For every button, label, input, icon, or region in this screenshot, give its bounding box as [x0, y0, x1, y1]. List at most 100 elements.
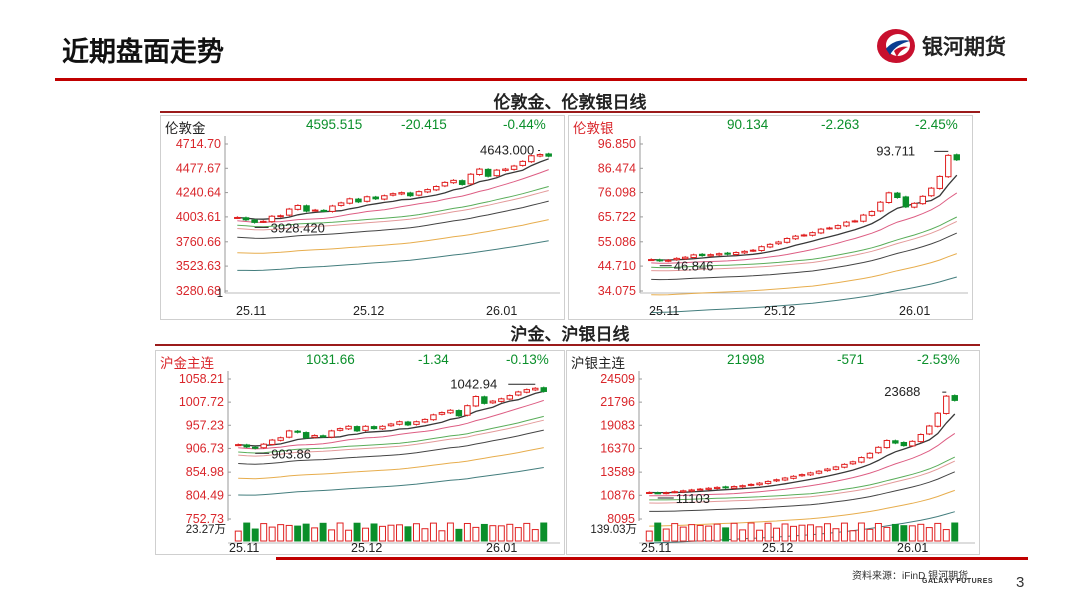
- ma-line: [238, 419, 544, 457]
- candle-body: [413, 421, 420, 425]
- candle-body: [841, 463, 848, 468]
- candle-body: [749, 249, 757, 252]
- volume-bar: [942, 529, 950, 542]
- candle-body: [800, 234, 808, 237]
- candle-body: [510, 165, 518, 170]
- chart-header: 沪银主连 21998 -571 -2.53%: [567, 351, 979, 371]
- volume-bar: [823, 523, 831, 542]
- ma-line: [651, 216, 958, 269]
- y-tick-label: 1058.21: [179, 372, 224, 386]
- candle-body: [722, 486, 729, 489]
- chart-shanghai-gold[interactable]: 沪金主连 1031.66 -1.34 -0.13% 1058.21 1007.72…: [155, 350, 565, 555]
- page-number: 3: [1016, 574, 1025, 591]
- candle-body: [817, 228, 825, 234]
- volume-bar: [679, 526, 687, 542]
- ma-line: [238, 415, 544, 454]
- y-tick-label: 10876: [600, 488, 635, 502]
- candle-body: [868, 211, 876, 216]
- candle-body: [472, 396, 480, 407]
- chart-london-silver[interactable]: 伦敦银 90.134 -2.263 -2.45% 96.850 86.474 76.…: [568, 115, 973, 320]
- y-tick-label: 3523.63: [176, 259, 221, 273]
- candle-body: [843, 221, 850, 227]
- galaxy-futures-text: GALAXY FUTURES: [922, 578, 994, 585]
- ma-line: [651, 232, 957, 281]
- ma-line: [651, 192, 958, 264]
- candle-body: [467, 173, 475, 185]
- page-title: 近期盘面走势: [62, 37, 224, 68]
- candle-body: [319, 435, 327, 438]
- section-rule-shanghai: [155, 344, 980, 346]
- ma-line: [237, 190, 549, 231]
- candle-body: [665, 259, 672, 262]
- candle-body: [379, 425, 386, 430]
- candle-body: [909, 440, 916, 447]
- volume-bar: [891, 523, 899, 542]
- y-tick-label: 86.474: [598, 161, 636, 175]
- candle-body: [540, 387, 547, 392]
- price-change: -1.34: [418, 352, 449, 367]
- volume-bar: [353, 522, 361, 542]
- candle-body: [498, 398, 505, 402]
- last-price: 4595.515: [306, 117, 363, 132]
- candle-body: [953, 154, 960, 161]
- candle-body: [798, 474, 806, 477]
- candle-body: [934, 412, 941, 427]
- volume-bar: [328, 529, 336, 542]
- volume-bar: [874, 522, 882, 542]
- candle-body: [302, 432, 310, 439]
- candle-body: [724, 252, 731, 255]
- candle-body: [877, 201, 884, 212]
- candle-body: [493, 169, 501, 177]
- volume-bar: [345, 529, 353, 542]
- candle-body: [528, 155, 535, 163]
- x-tick-label: 26.01: [486, 541, 517, 555]
- high-annotation: 23688: [884, 384, 920, 399]
- volume-bar: [747, 522, 755, 542]
- candle-body: [243, 444, 250, 448]
- chart-shanghai-silver[interactable]: 沪银主连 21998 -571 -2.53% 24509 21796 19083 16…: [566, 350, 980, 555]
- high-annotation: 1042.94: [450, 376, 497, 391]
- volume-label: 139.03万: [590, 524, 637, 536]
- y-tick-label: 96.850: [598, 137, 636, 151]
- candle-body: [372, 196, 379, 200]
- candle-body: [303, 205, 310, 212]
- volume-bar: [951, 522, 959, 542]
- volume-bar: [243, 522, 251, 542]
- ma-line: [649, 489, 955, 527]
- volume-bar: [832, 528, 840, 542]
- candle-body: [758, 246, 765, 251]
- candle-body: [407, 192, 414, 197]
- volume-bar: [781, 523, 789, 542]
- candle-body: [430, 414, 437, 421]
- y-tick-label: 19083: [600, 418, 635, 432]
- last-price: 21998: [727, 352, 765, 367]
- x-tick-label: 25.12: [762, 541, 793, 555]
- volume-bar: [790, 525, 797, 542]
- ma-line: [238, 467, 544, 496]
- volume-bar: [277, 524, 285, 542]
- low-annotation: 11103: [676, 491, 710, 506]
- chart-london-gold[interactable]: 伦敦金 4595.515 -20.415 -0.44% 4714.70 4477.…: [160, 115, 565, 320]
- candle-body: [484, 168, 492, 177]
- volume-bar: [866, 528, 874, 542]
- candle-body: [311, 434, 318, 438]
- x-tick-label: 26.01: [486, 304, 517, 318]
- volume-bar: [251, 528, 259, 542]
- candle-body: [713, 486, 721, 490]
- volume-bar: [387, 524, 395, 542]
- instrument-name: 伦敦银: [573, 121, 614, 136]
- pct-change: -2.45%: [915, 117, 958, 132]
- y-tick-label: 957.23: [186, 418, 224, 432]
- last-price: 90.134: [727, 117, 769, 132]
- candle-body: [834, 225, 842, 229]
- volume-bar: [523, 522, 531, 542]
- candle-body: [532, 387, 539, 391]
- volume-bar: [260, 523, 268, 542]
- volume-bar: [319, 522, 327, 542]
- volume-bar: [857, 522, 865, 542]
- chart-canvas: 4714.70 4477.67 4240.64 4003.61 3760.66 3523.…: [176, 136, 560, 318]
- volume-bar: [934, 522, 942, 542]
- candle-body: [832, 466, 840, 470]
- high-annotation: 93.711: [876, 143, 915, 158]
- volume-bar: [739, 529, 747, 542]
